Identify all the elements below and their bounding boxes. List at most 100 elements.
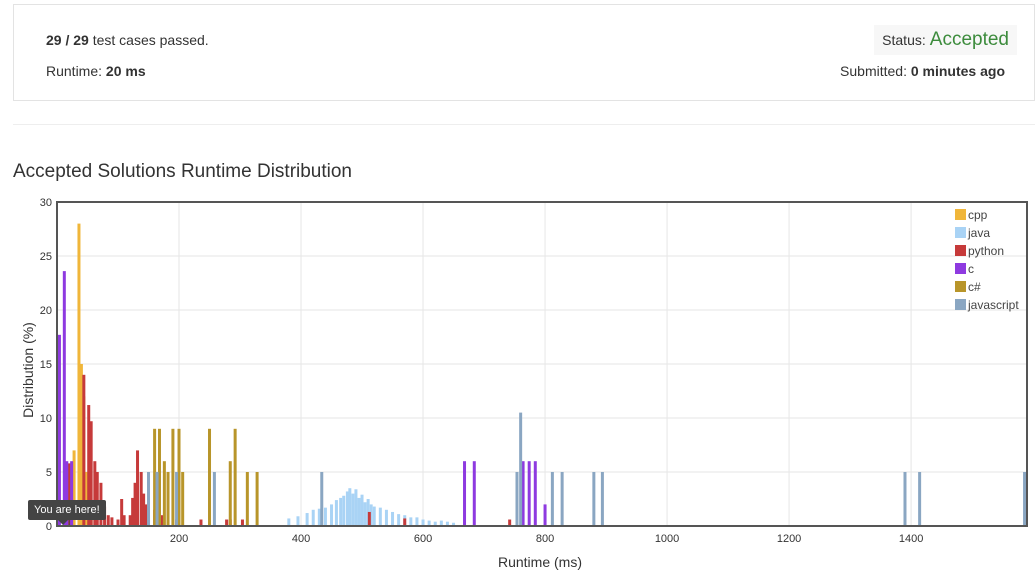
bar-csharp — [153, 428, 157, 526]
runtime-value: 20 ms — [105, 63, 146, 79]
bar-python — [95, 472, 99, 526]
bar-java — [378, 507, 382, 526]
bar-java — [323, 507, 327, 526]
bar-java — [445, 521, 449, 526]
bar-javascript — [903, 472, 907, 526]
bar-python — [122, 515, 126, 526]
x-tick-label: 600 — [414, 533, 432, 545]
x-tick-label: 1200 — [777, 533, 801, 545]
bar-python — [144, 504, 148, 526]
cases-passed-count: 29 / 29 — [46, 32, 89, 48]
legend-swatch — [955, 263, 966, 274]
cases-passed-suffix: test cases passed. — [92, 32, 209, 48]
legend-swatch — [955, 245, 966, 256]
bar-c — [70, 461, 74, 526]
bar-python — [403, 518, 407, 526]
bar-java — [384, 509, 388, 526]
legend-swatch — [955, 227, 966, 238]
bar-javascript — [320, 472, 324, 526]
bar-java — [397, 514, 401, 526]
bar-java — [369, 504, 373, 526]
bar-java — [334, 500, 338, 526]
bar-java — [342, 495, 346, 526]
bar-c — [543, 504, 547, 526]
bar-c — [463, 461, 467, 526]
bar-cpp — [84, 472, 88, 526]
bar-c — [65, 461, 69, 526]
status-box: Status: Accepted — [874, 25, 1017, 55]
bar-java — [311, 509, 315, 526]
bar-python — [367, 511, 371, 526]
x-tick-label: 1000 — [655, 533, 679, 545]
bar-python — [199, 519, 203, 526]
bar-java — [339, 497, 343, 526]
legend-label: cpp — [968, 208, 988, 222]
bar-cpp — [72, 450, 76, 526]
bar-csharp — [208, 428, 212, 526]
bar-javascript — [175, 472, 179, 526]
bar-python — [508, 519, 512, 526]
runtime-distribution-chart: 200 400 600 800 1000 1200 1400 0 5 10 15 20 25 30 Runt… — [20, 197, 1028, 570]
bar-csharp — [233, 428, 237, 526]
bar-python — [133, 482, 137, 526]
bar-cpp — [79, 364, 83, 526]
bar-c — [521, 461, 525, 526]
submission-summary-panel: 29 / 29 test cases passed. Runtime: 20 m… — [13, 4, 1035, 101]
status-value[interactable]: Accepted — [929, 29, 1009, 50]
bar-java — [354, 489, 358, 526]
bar-python — [160, 515, 164, 526]
legend-swatch — [955, 299, 966, 310]
bar-java — [305, 513, 309, 526]
bar-javascript — [147, 472, 151, 526]
bar-csharp — [177, 428, 181, 526]
bar-python — [93, 461, 97, 526]
bar-java — [287, 518, 291, 526]
bar-javascript — [600, 472, 604, 526]
section-title: Accepted Solutions Runtime Distribution — [13, 161, 353, 182]
bar-java — [452, 522, 456, 526]
test-cases-result: 29 / 29 test cases passed. — [46, 32, 209, 48]
bar-c — [533, 461, 537, 526]
x-axis-label: Runtime (ms) — [498, 554, 582, 570]
y-tick-label: 25 — [40, 251, 52, 263]
bar-csharp — [255, 472, 259, 526]
runtime-result: Runtime: 20 ms — [46, 63, 146, 79]
y-tick-label: 15 — [40, 359, 52, 371]
bar-javascript — [918, 472, 922, 526]
plot-border — [56, 201, 1028, 527]
x-tick-label: 1400 — [899, 533, 923, 545]
bar-python — [225, 519, 229, 526]
submitted-value: 0 minutes ago — [910, 63, 1005, 79]
bar-python — [106, 515, 110, 526]
bar-c — [62, 271, 66, 526]
bar-javascript — [592, 472, 596, 526]
legend-label: java — [967, 226, 990, 240]
bar-java — [357, 497, 361, 526]
legend-label: c# — [968, 280, 981, 294]
bar-java — [427, 520, 431, 526]
bar-python — [142, 493, 146, 526]
bar-javascript — [550, 472, 554, 526]
bar-python — [139, 472, 143, 526]
bar-python — [240, 519, 244, 526]
bar-javascript — [560, 472, 564, 526]
bar-java — [439, 520, 443, 526]
bar-javascript — [155, 472, 159, 526]
y-axis-label: Distribution (%) — [20, 322, 36, 418]
bar-csharp — [162, 461, 166, 526]
legend-label: python — [968, 244, 1004, 258]
legend-swatch — [955, 209, 966, 220]
submitted-time: Submitted: 0 minutes ago — [840, 63, 1005, 79]
bar-java — [348, 488, 352, 526]
divider — [13, 124, 1035, 125]
bar-javascript — [515, 472, 519, 526]
bar-cpp — [77, 223, 81, 526]
y-tick-label: 5 — [46, 467, 52, 479]
bar-java — [409, 517, 413, 526]
legend-swatch — [955, 281, 966, 292]
y-tick-label: 10 — [40, 413, 52, 425]
x-tick-label: 200 — [170, 533, 188, 545]
bar-java — [360, 494, 364, 526]
bar-java — [372, 506, 376, 526]
bar-python — [116, 519, 120, 526]
